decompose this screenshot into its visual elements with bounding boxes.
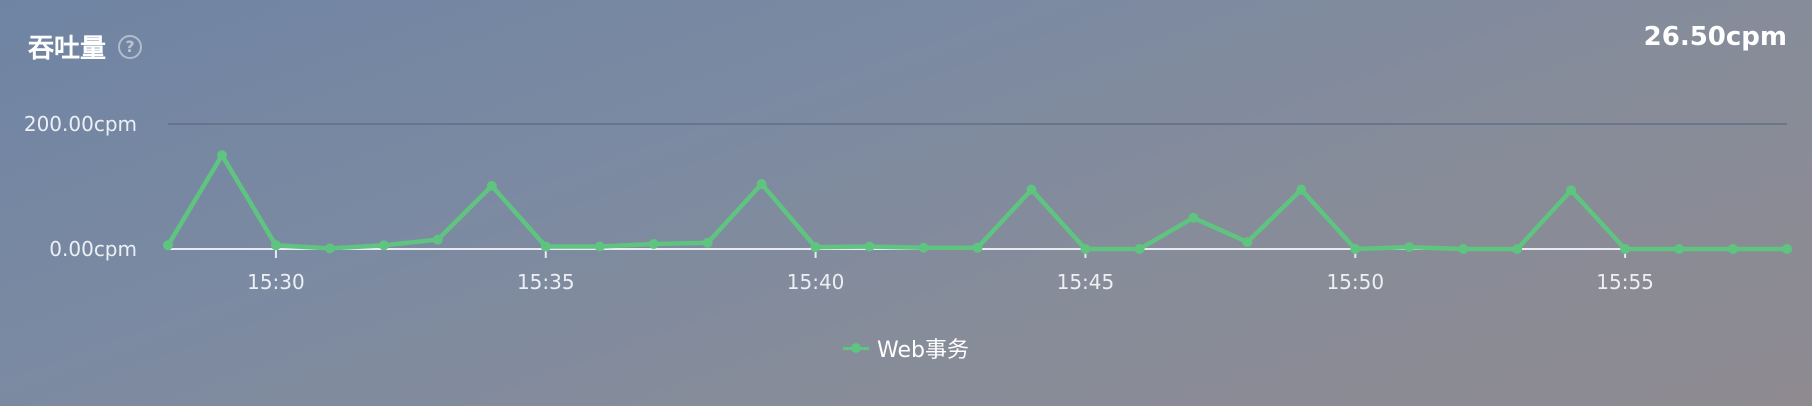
data-point bbox=[1134, 244, 1145, 254]
x-tick-label: 15:55 bbox=[1596, 270, 1654, 294]
data-point bbox=[1674, 244, 1685, 254]
data-point bbox=[1566, 185, 1577, 196]
x-tick-label: 15:45 bbox=[1057, 270, 1115, 294]
data-point bbox=[216, 150, 227, 161]
x-tick-label: 15:50 bbox=[1326, 270, 1384, 294]
data-point bbox=[1728, 244, 1739, 254]
data-point bbox=[972, 242, 983, 253]
current-throughput-value: 26.50cpm bbox=[1643, 22, 1787, 52]
data-point bbox=[1404, 242, 1415, 253]
x-tick-label: 15:30 bbox=[247, 270, 305, 294]
panel-title: 吞吐量 bbox=[28, 34, 107, 64]
data-point bbox=[540, 241, 551, 252]
data-point bbox=[918, 242, 929, 253]
panel-title-group: 吞吐量 ? bbox=[28, 28, 143, 65]
data-point bbox=[1080, 244, 1091, 254]
x-tick-label: 15:35 bbox=[517, 270, 575, 294]
data-point bbox=[378, 240, 389, 251]
data-point bbox=[1512, 244, 1523, 254]
data-point bbox=[756, 179, 767, 189]
data-point bbox=[1782, 244, 1792, 254]
y-tick-label: 0.00cpm bbox=[49, 237, 137, 261]
y-tick-label: 200.00cpm bbox=[24, 112, 137, 136]
data-point bbox=[1188, 212, 1199, 223]
data-point bbox=[1296, 184, 1307, 195]
data-point bbox=[594, 241, 605, 252]
data-point bbox=[810, 242, 821, 253]
data-point bbox=[1242, 237, 1253, 248]
question-circle-icon[interactable]: ? bbox=[118, 34, 143, 59]
data-point bbox=[486, 180, 497, 191]
data-point bbox=[163, 240, 173, 251]
data-point bbox=[1350, 244, 1361, 254]
data-point bbox=[1620, 244, 1631, 254]
data-point bbox=[432, 234, 443, 245]
data-point bbox=[648, 239, 659, 249]
data-point bbox=[1026, 184, 1037, 195]
legend-label: Web事务 bbox=[877, 338, 969, 363]
legend-line-icon bbox=[843, 341, 870, 355]
chart-legend[interactable]: Web事务 bbox=[0, 332, 1812, 364]
series-line-web-transactions bbox=[166, 150, 1787, 252]
data-point bbox=[702, 237, 713, 248]
data-point bbox=[324, 243, 335, 254]
x-tick-label: 15:40 bbox=[787, 270, 845, 294]
data-point bbox=[864, 241, 875, 252]
data-point bbox=[270, 240, 281, 251]
data-point bbox=[1458, 244, 1469, 254]
